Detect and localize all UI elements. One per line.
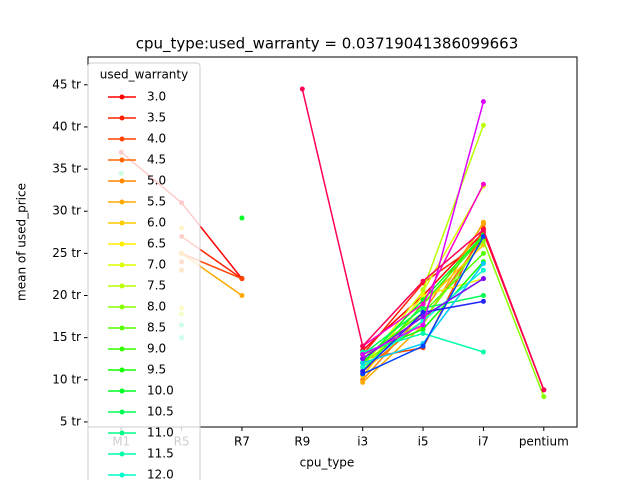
legend-label: 11.5 <box>147 447 174 461</box>
x-tick-label: i5 <box>418 435 429 449</box>
legend-label: 5.0 <box>147 174 166 188</box>
legend-marker <box>119 220 125 226</box>
y-tick-label: 5 tr <box>60 414 81 428</box>
y-tick-label: 30 tr <box>52 204 81 218</box>
legend-marker <box>119 283 125 289</box>
data-point <box>360 352 366 358</box>
legend-label: 10.5 <box>147 405 174 419</box>
legend-marker <box>119 262 125 268</box>
legend-box <box>87 62 201 480</box>
legend-marker <box>119 178 125 184</box>
data-point <box>420 278 426 284</box>
data-point <box>420 301 426 307</box>
y-axis-label: mean of used_price <box>15 183 29 301</box>
y-tick-label: 40 tr <box>52 119 81 133</box>
x-tick-label: i7 <box>478 435 489 449</box>
data-point <box>239 215 245 221</box>
data-point <box>480 227 486 233</box>
data-point <box>239 293 245 299</box>
legend-marker <box>119 388 125 394</box>
legend: used_warranty 3.0 3.5 4.0 4.5 5.0 5.5 6.0 6.5 7.0… <box>87 62 201 480</box>
data-point <box>420 305 426 311</box>
legend-label: 8.5 <box>147 321 166 335</box>
x-tick-label: R9 <box>294 435 310 449</box>
legend-label: 9.5 <box>147 363 166 377</box>
data-point <box>360 379 366 385</box>
data-point <box>420 287 426 293</box>
legend-label: 4.0 <box>147 132 166 146</box>
data-point <box>420 330 426 336</box>
legend-marker <box>119 430 125 436</box>
legend-label: 7.5 <box>147 279 166 293</box>
data-point <box>480 234 486 240</box>
data-point <box>360 343 366 349</box>
chart-title: cpu_type:used_warranty = 0.0371904138609… <box>136 35 519 54</box>
data-point <box>480 349 486 355</box>
data-point <box>239 276 245 282</box>
y-tick-label: 35 tr <box>52 162 81 176</box>
legend-label: 3.5 <box>147 111 166 125</box>
data-point <box>420 343 426 349</box>
data-point <box>480 260 486 266</box>
legend-label: 5.5 <box>147 195 166 209</box>
data-point <box>480 276 486 282</box>
legend-marker <box>119 115 125 121</box>
data-point <box>480 99 486 105</box>
data-point <box>480 293 486 299</box>
legend-title: used_warranty <box>100 68 188 82</box>
legend-marker <box>119 325 125 331</box>
y-tick-label: 20 tr <box>52 288 81 302</box>
legend-label: 4.5 <box>147 153 166 167</box>
legend-marker <box>119 304 125 310</box>
data-point <box>480 181 486 187</box>
legend-label: 10.0 <box>147 384 174 398</box>
y-tick-label: 15 tr <box>52 330 81 344</box>
legend-marker <box>119 157 125 163</box>
data-point <box>480 298 486 304</box>
legend-marker <box>119 367 125 373</box>
legend-marker <box>119 409 125 415</box>
x-tick-label: pentium <box>519 435 569 449</box>
data-point <box>360 360 366 366</box>
x-tick-label: R7 <box>234 435 250 449</box>
legend-label: 8.0 <box>147 300 166 314</box>
data-point <box>541 387 547 393</box>
x-axis-label: cpu_type <box>300 456 355 470</box>
legend-label: 7.0 <box>147 258 166 272</box>
data-point <box>480 122 486 128</box>
data-point <box>541 394 547 400</box>
legend-marker <box>119 136 125 142</box>
y-tick-label: 25 tr <box>52 246 81 260</box>
legend-marker <box>119 94 125 100</box>
data-point <box>420 309 426 315</box>
x-tick-label: i3 <box>357 435 368 449</box>
legend-label: 11.0 <box>147 426 174 440</box>
y-tick-label: 45 tr <box>52 77 81 91</box>
legend-label: 12.0 <box>147 468 174 480</box>
legend-marker <box>119 199 125 205</box>
legend-marker <box>119 451 125 457</box>
data-point <box>480 267 486 273</box>
data-point <box>420 326 426 332</box>
data-point <box>480 219 486 225</box>
legend-label: 3.0 <box>147 90 166 104</box>
data-point <box>360 356 366 362</box>
data-point <box>360 368 366 374</box>
legend-marker <box>119 241 125 247</box>
legend-marker <box>119 472 125 478</box>
series-line <box>422 125 485 290</box>
legend-label: 6.5 <box>147 237 166 251</box>
y-tick-label: 10 tr <box>52 372 81 386</box>
legend-label: 6.0 <box>147 216 166 230</box>
data-point <box>420 293 426 299</box>
data-point <box>420 322 426 328</box>
data-point <box>480 250 486 256</box>
data-point <box>299 86 305 92</box>
data-point <box>360 364 366 370</box>
legend-label: 9.0 <box>147 342 166 356</box>
legend-marker <box>119 346 125 352</box>
